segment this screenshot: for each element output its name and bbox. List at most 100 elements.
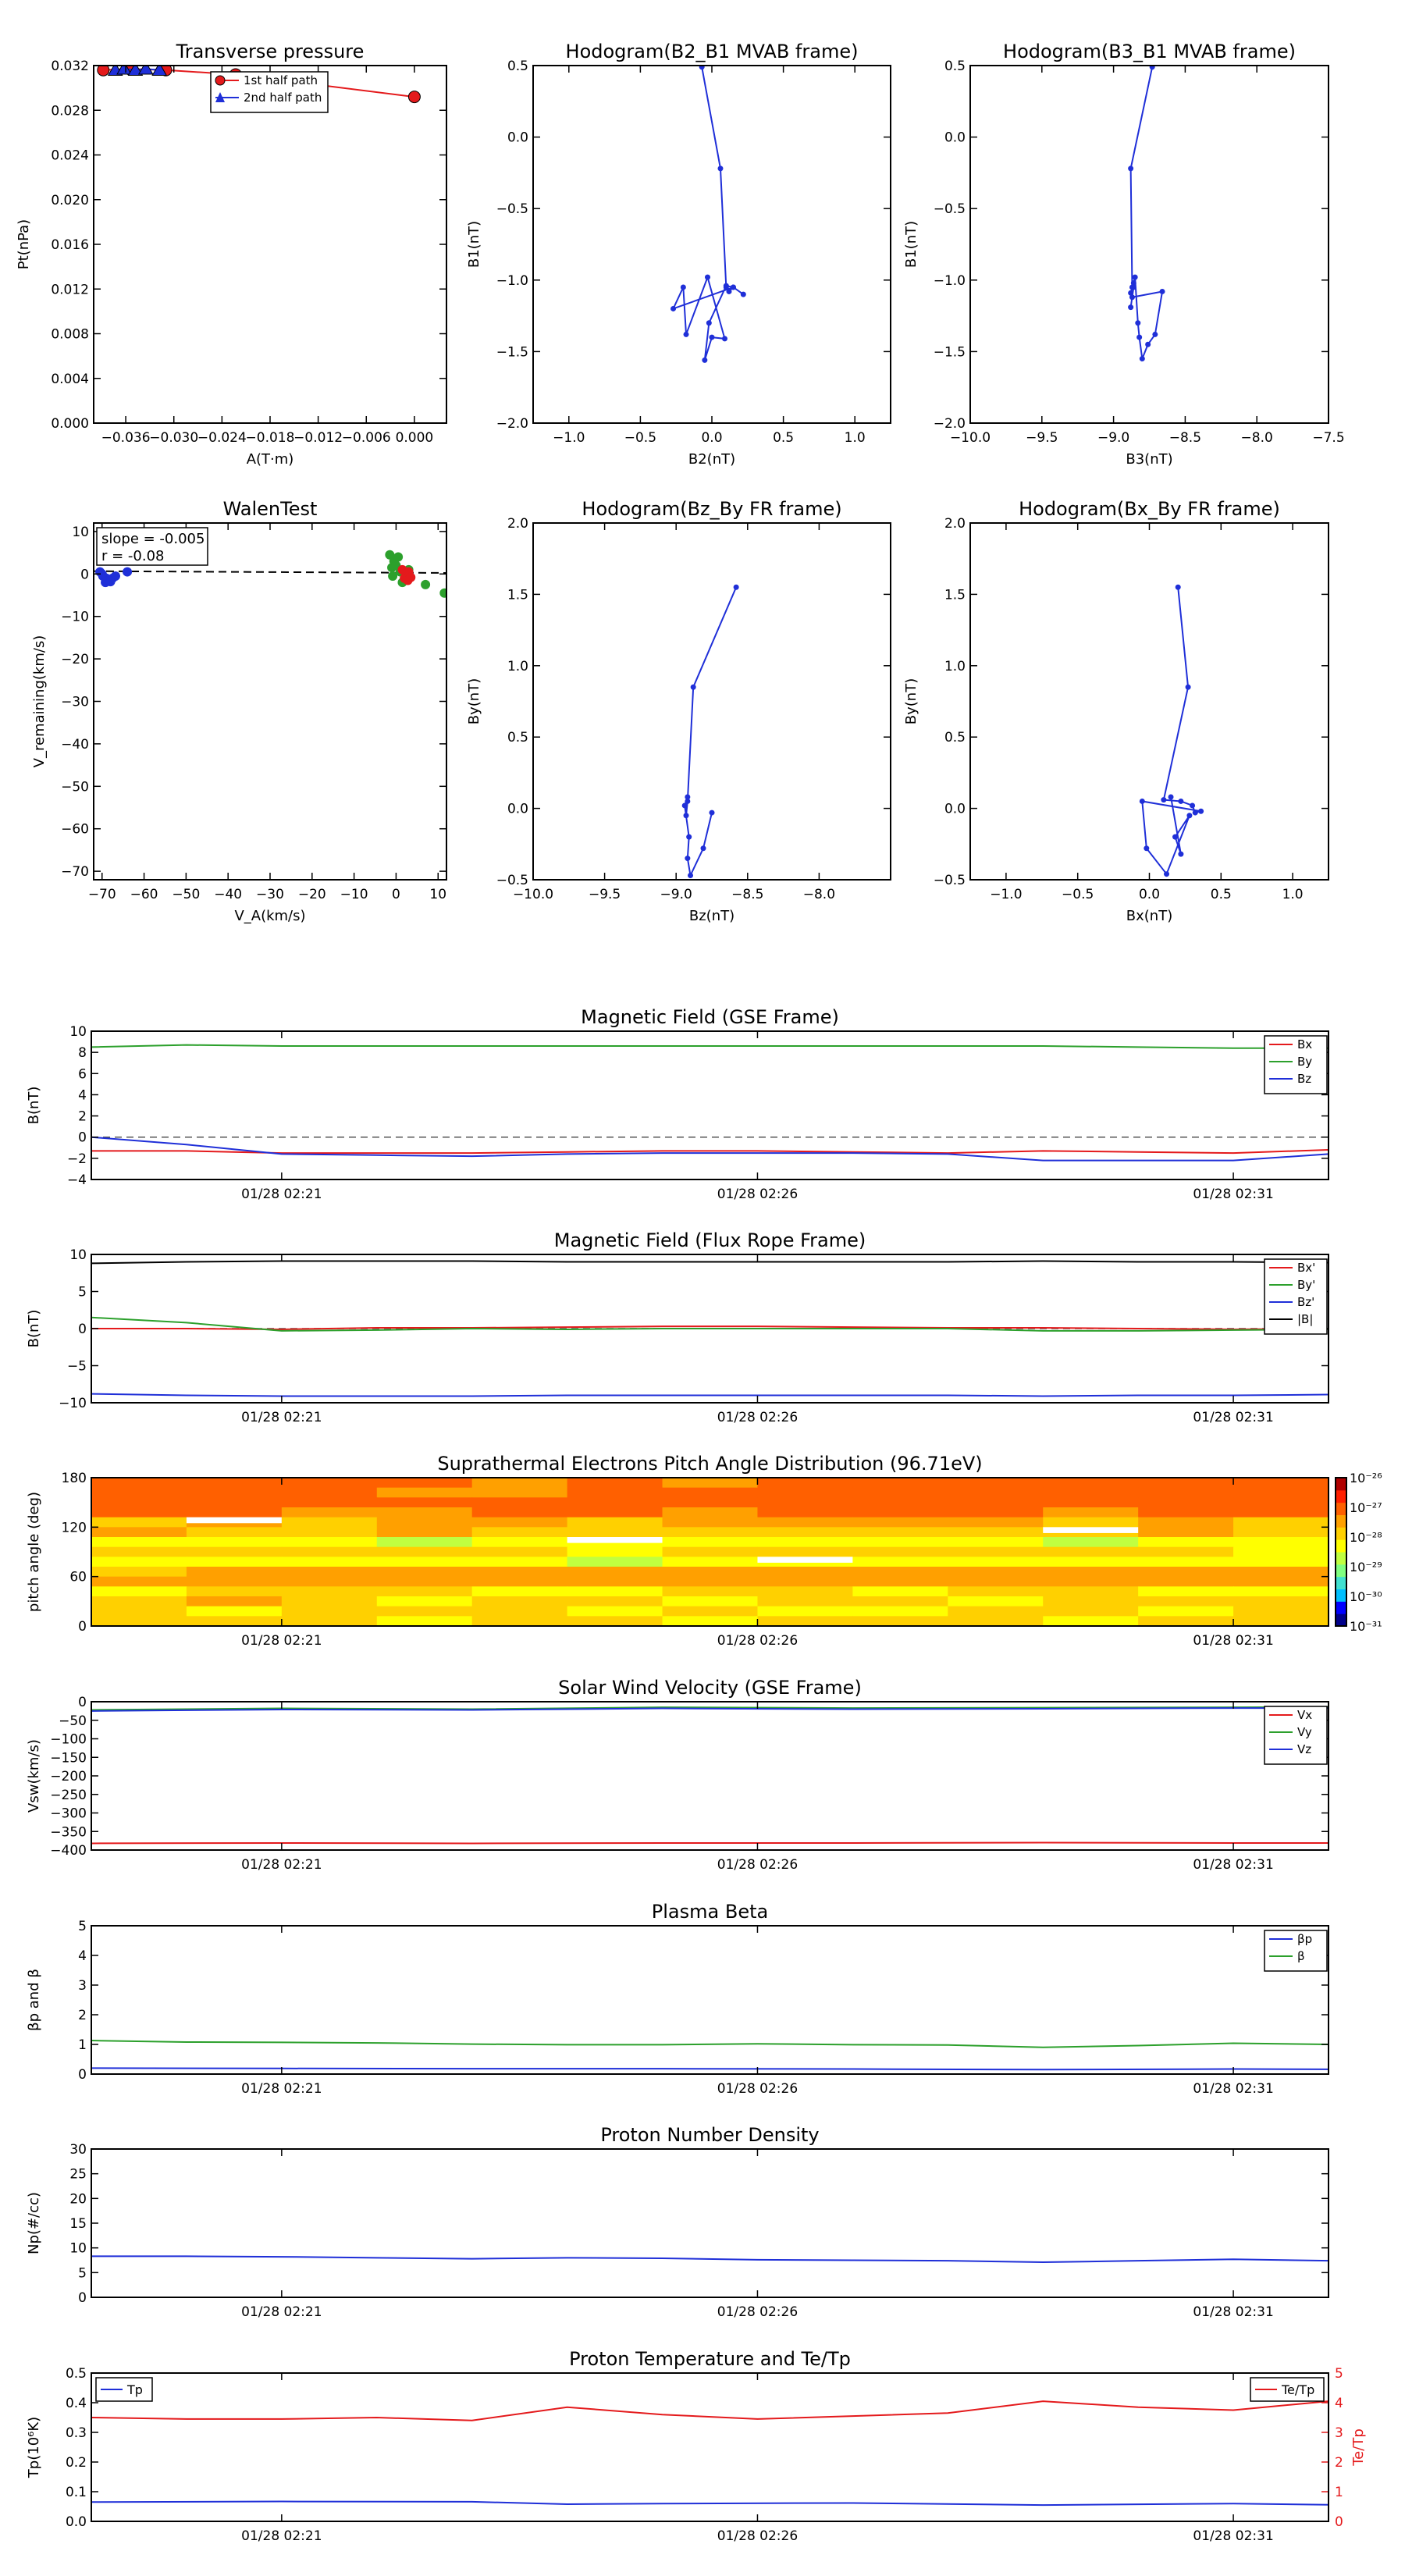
y2-axis-label: Te/Tp bbox=[1350, 2428, 1367, 2467]
heatmap-cell bbox=[281, 1527, 378, 1538]
y-tick-label: −100 bbox=[50, 1732, 87, 1748]
x-tick-label: −0.018 bbox=[246, 430, 295, 446]
legend-label: Bx bbox=[1297, 1037, 1312, 1051]
plot-frame bbox=[91, 1925, 1329, 2075]
y-axis-label: B1(nT) bbox=[466, 221, 482, 268]
y-tick-label: −2.0 bbox=[934, 416, 966, 432]
x-axis-label: Bx(nT) bbox=[1126, 908, 1172, 924]
heatmap-cell bbox=[1233, 1546, 1329, 1557]
heatmap-cell bbox=[567, 1557, 663, 1567]
heatmap-cell bbox=[471, 1557, 568, 1567]
chart-title: Transverse pressure bbox=[176, 41, 365, 62]
heatmap-cell bbox=[1043, 1537, 1139, 1548]
data-point bbox=[439, 588, 446, 598]
colorbar-label: 10⁻²⁹ bbox=[1350, 1560, 1382, 1574]
x-tick-label: 01/28 02:26 bbox=[717, 1633, 798, 1649]
x-tick-label: 01/28 02:21 bbox=[241, 2304, 322, 2320]
heatmap-cell bbox=[281, 1616, 378, 1626]
y-tick-label: −2 bbox=[67, 1151, 87, 1167]
y-tick-label: −1.0 bbox=[496, 273, 528, 289]
data-point bbox=[1139, 798, 1145, 804]
y-tick-label: 0.4 bbox=[66, 2396, 87, 2411]
y-tick-label: 0.0 bbox=[66, 2514, 87, 2530]
legend-label: By' bbox=[1297, 1278, 1315, 1292]
colorbar-label: 10⁻³⁰ bbox=[1350, 1589, 1382, 1604]
heatmap-cell bbox=[186, 1497, 283, 1508]
colorbar-segment bbox=[1336, 1514, 1346, 1528]
data-point bbox=[1164, 871, 1170, 877]
y-axis-label: Np(#/cc) bbox=[26, 2192, 42, 2254]
x-axis-label: V_A(km/s) bbox=[234, 908, 305, 924]
legend-label: Vy bbox=[1297, 1725, 1312, 1739]
heatmap-cell bbox=[852, 1596, 948, 1607]
colorbar-segment bbox=[1336, 1539, 1346, 1553]
data-point bbox=[1149, 66, 1155, 70]
heatmap-cell bbox=[1138, 1546, 1234, 1557]
heatmap-cell bbox=[186, 1487, 283, 1498]
panel-hodo1: Hodogram(B2_B1 MVAB frame) −1.0 −0.5 0.0 0.5… bbox=[466, 41, 891, 468]
x-tick-label: −0.006 bbox=[342, 430, 391, 446]
data-point bbox=[1136, 334, 1143, 340]
x-tick-label: −0.030 bbox=[149, 430, 198, 446]
heatmap-cell bbox=[186, 1616, 283, 1626]
x-tick-label: −40 bbox=[214, 887, 242, 902]
heatmap-cell bbox=[1233, 1537, 1329, 1548]
series-line-β bbox=[91, 2040, 1329, 2048]
heatmap-cell bbox=[1043, 1596, 1139, 1607]
y-tick-label: −400 bbox=[50, 1843, 87, 1859]
series-line-0 bbox=[684, 586, 738, 878]
data-point bbox=[1178, 798, 1184, 804]
data-point bbox=[1172, 834, 1179, 840]
series-line-βp bbox=[91, 2067, 1329, 2071]
y-tick-label: 0.2 bbox=[66, 2455, 87, 2471]
heatmap-cell bbox=[757, 1507, 853, 1518]
data-point bbox=[151, 66, 168, 76]
x-tick-label: −7.5 bbox=[1312, 430, 1344, 446]
chart-title: Magnetic Field (GSE Frame) bbox=[581, 1006, 839, 1028]
heatmap-cell bbox=[1138, 1557, 1234, 1567]
y-tick-label: 5 bbox=[78, 2265, 87, 2281]
data-layer bbox=[91, 2400, 1329, 2507]
heatmap-cell bbox=[91, 1557, 187, 1567]
heatmap-cell bbox=[471, 1537, 568, 1548]
heatmap-cell bbox=[662, 1487, 759, 1498]
y-tick-label: 0 bbox=[78, 1130, 87, 1146]
data-layer bbox=[91, 1478, 1329, 1626]
data-point bbox=[685, 794, 691, 800]
heatmap-cell bbox=[281, 1497, 378, 1508]
data-point bbox=[1129, 294, 1135, 301]
heatmap-cell bbox=[376, 1606, 473, 1617]
heatmap-cell bbox=[1043, 1546, 1139, 1557]
heatmap-cell bbox=[852, 1546, 948, 1557]
series-line-Bx' bbox=[91, 1325, 1329, 1330]
data-point bbox=[685, 856, 691, 862]
plot-frame bbox=[969, 522, 1329, 881]
x-tick-label: 01/28 02:31 bbox=[1193, 1633, 1273, 1649]
y-tick-label: 4 bbox=[78, 1948, 87, 1964]
colorbar-frame bbox=[1335, 1477, 1347, 1627]
heatmap-cell bbox=[91, 1527, 187, 1538]
x-tick-label: 01/28 02:31 bbox=[1193, 1410, 1273, 1425]
data-point bbox=[680, 284, 686, 290]
data-point bbox=[730, 284, 736, 290]
heatmap-cell bbox=[1233, 1557, 1329, 1567]
series-line-Te/Tp bbox=[91, 2400, 1329, 2421]
heatmap-cell bbox=[186, 1478, 283, 1489]
heatmap-cell bbox=[948, 1478, 1044, 1489]
y-axis-label: pitch angle (deg) bbox=[26, 1492, 42, 1612]
data-point bbox=[1130, 284, 1136, 290]
heatmap-cell bbox=[1138, 1567, 1234, 1578]
series-line-By' bbox=[91, 1316, 1329, 1332]
legend-label: Bx' bbox=[1297, 1261, 1315, 1275]
chart-title: Plasma Beta bbox=[652, 1901, 768, 1923]
annotation-box bbox=[96, 527, 208, 566]
heatmap-cell bbox=[1233, 1527, 1329, 1538]
chart-title: Hodogram(B2_B1 MVAB frame) bbox=[566, 41, 859, 62]
data-layer bbox=[681, 584, 739, 879]
legend-label: By bbox=[1297, 1055, 1312, 1069]
heatmap-cell bbox=[852, 1537, 948, 1548]
series-line-Bx bbox=[91, 1149, 1329, 1155]
x-tick-label: 01/28 02:21 bbox=[241, 1857, 322, 1873]
heatmap-cell bbox=[281, 1507, 378, 1518]
heatmap-cell bbox=[91, 1517, 187, 1528]
